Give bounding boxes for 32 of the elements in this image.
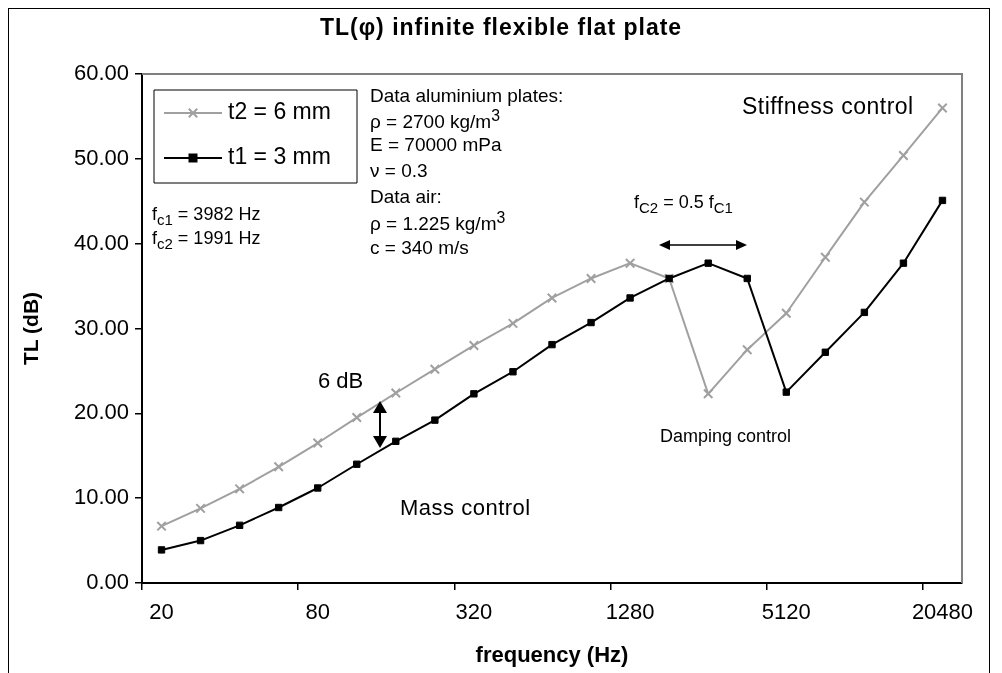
annotation: f$_{C2}$ = 0.5 f$_{C1}$ bbox=[634, 192, 733, 217]
y-tick-label: 60.00 bbox=[73, 60, 129, 86]
x-tick-label: 1280 bbox=[605, 599, 655, 625]
x-axis-title: frequency (Hz) bbox=[475, 641, 629, 667]
annotation: f$_{c2}$ = 1991 Hz bbox=[152, 228, 261, 253]
y-tick-label: 20.00 bbox=[73, 399, 129, 425]
y-tick-label: 40.00 bbox=[73, 229, 129, 255]
chart-title: TL(φ) infinite flexible flat plate bbox=[318, 14, 684, 41]
annotation: Damping control bbox=[660, 426, 792, 447]
legend-label: t2 = 6 mm bbox=[228, 98, 331, 125]
annotation: Data air: bbox=[370, 185, 442, 208]
x-tick-label: 20480 bbox=[911, 599, 974, 625]
annotation: 6 dB bbox=[318, 367, 364, 394]
y-tick-label: 0.00 bbox=[86, 569, 129, 595]
annotation: ν = 0.3 bbox=[370, 159, 428, 182]
annotation: ρ = 1.225 kg/m$^{3}$ bbox=[370, 208, 506, 236]
y-tick-label: 50.00 bbox=[73, 144, 129, 170]
annotation: E = 70000 mPa bbox=[370, 133, 502, 156]
annotation: Mass control bbox=[400, 494, 531, 521]
annotation: Data aluminium plates: bbox=[370, 84, 564, 107]
x-tick-label: 5120 bbox=[761, 599, 811, 625]
annotation: f$_{c1}$ = 3982 Hz bbox=[152, 204, 261, 229]
annotation: c = 340 m/s bbox=[370, 236, 469, 259]
x-tick-label: 320 bbox=[455, 599, 493, 625]
y-tick-label: 10.00 bbox=[73, 484, 129, 510]
annotation: Stiffness control bbox=[742, 93, 914, 120]
x-tick-label: 80 bbox=[305, 599, 330, 625]
x-tick-label: 20 bbox=[149, 599, 174, 625]
legend-label: t1 = 3 mm bbox=[228, 143, 331, 170]
y-tick-label: 30.00 bbox=[73, 314, 129, 340]
annotation: ρ = 2700 kg/m$^{3}$ bbox=[370, 106, 500, 134]
y-axis-title: TL (dB) bbox=[19, 291, 43, 366]
